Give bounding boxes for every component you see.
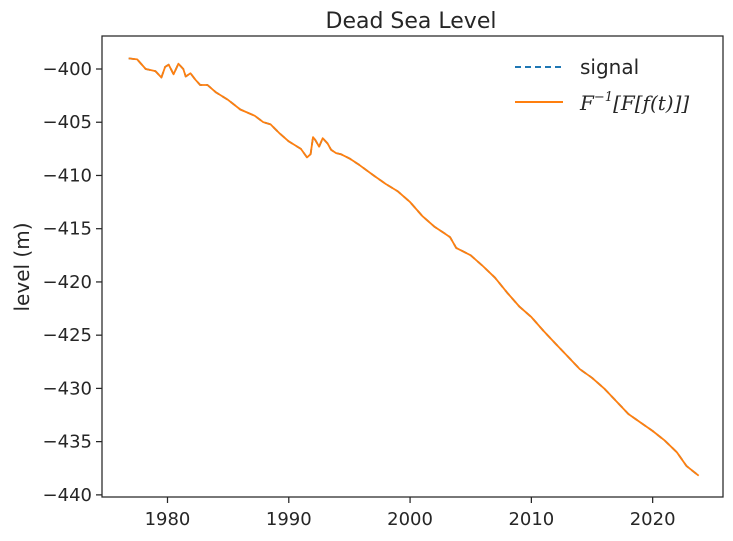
y-tick-label: −440 bbox=[43, 485, 92, 506]
legend-label-transform: F−1[F[f(t)]] bbox=[579, 90, 689, 115]
axes-box bbox=[101, 35, 724, 498]
chart-title: Dead Sea Level bbox=[326, 9, 497, 34]
x-tick-label: 2010 bbox=[508, 509, 554, 530]
y-axis-label: level (m) bbox=[10, 222, 34, 311]
axes-frame bbox=[101, 35, 724, 498]
legend-label-transform-f: F bbox=[579, 91, 595, 115]
y-tick-label: −420 bbox=[43, 272, 92, 293]
y-tick-label: −415 bbox=[43, 219, 92, 240]
legend-label-transform-sup: −1 bbox=[594, 90, 613, 105]
series-line-signal bbox=[128, 57, 700, 477]
x-axis-ticks: 1980 1990 2000 2010 2020 bbox=[145, 497, 676, 530]
y-tick-label: −430 bbox=[43, 378, 92, 399]
y-tick-label: −400 bbox=[43, 59, 92, 80]
y-axis-ticks: −400 −405 −410 −415 −420 −425 −430 −435 −440 bbox=[43, 59, 102, 506]
legend-label-transform-rest: [F[f(t)]] bbox=[613, 91, 689, 115]
y-tick-label: −435 bbox=[43, 432, 92, 453]
x-tick-label: 1980 bbox=[145, 509, 191, 530]
legend: signal F−1[F[f(t)]] bbox=[515, 55, 689, 115]
x-tick-label: 1990 bbox=[266, 509, 312, 530]
y-tick-label: −410 bbox=[43, 165, 92, 186]
x-tick-label: 2000 bbox=[387, 509, 433, 530]
legend-label-signal: signal bbox=[580, 55, 639, 79]
series-line-transform bbox=[128, 57, 700, 477]
y-tick-label: −405 bbox=[43, 112, 92, 133]
plot-area bbox=[128, 57, 700, 477]
x-tick-label: 2020 bbox=[630, 509, 676, 530]
y-tick-label: −425 bbox=[43, 325, 92, 346]
